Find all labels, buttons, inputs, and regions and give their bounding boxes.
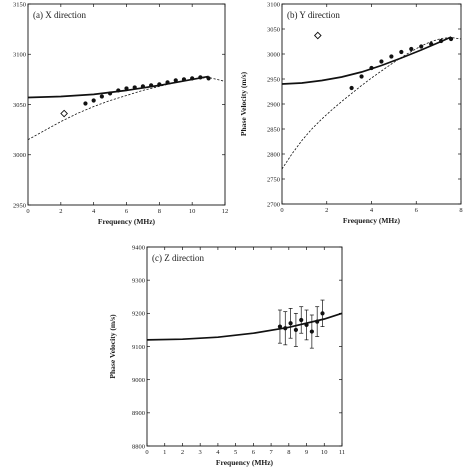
x-tick-label: 0 [280, 207, 283, 214]
x-tick-label: 4 [92, 208, 96, 215]
y-tick-label: 3050 [267, 26, 280, 33]
x-tick-label: 1 [163, 449, 166, 456]
y-tick-label: 3150 [13, 1, 26, 8]
x-tick-label: 5 [234, 449, 237, 456]
plot-frame [281, 3, 462, 205]
data-point [320, 311, 325, 316]
y-tick-label: 9000 [132, 377, 145, 384]
data-point [288, 321, 293, 326]
dashed-curve [27, 76, 226, 141]
fit-curve [27, 75, 209, 99]
y-tick-label: 9400 [132, 244, 145, 251]
x-tick-label: 11 [339, 449, 345, 456]
data-point [83, 101, 88, 106]
y-tick-label: 8900 [132, 410, 145, 417]
fit-curve [281, 36, 452, 85]
data-point [419, 44, 424, 49]
panel-y-direction: 0 2 4 6 8 2700 2750 2800 2850 2900 2950 3000 3050 310… [239, 1, 463, 225]
x-axis-title: Frequency (MHz) [343, 216, 401, 225]
y-tick-label: 2700 [267, 201, 280, 208]
plot-frame [146, 246, 343, 447]
x-tick-label: 12 [222, 208, 229, 215]
y-tick-label: 9300 [132, 277, 145, 284]
y-tick-label: 2800 [267, 151, 280, 158]
x-tick-label: 6 [415, 207, 419, 214]
x-axis-title: Frequency (MHz) [216, 458, 274, 467]
x-tick-label: 10 [321, 449, 328, 456]
x-tick-label: 0 [26, 208, 29, 215]
data-point [409, 46, 414, 52]
y-axis-title: Phase Velocity (m/s) [108, 314, 117, 379]
x-tick-label: 4 [216, 449, 220, 456]
fit-curve [146, 312, 343, 341]
x-tick-label: 3 [199, 449, 202, 456]
x-tick-label: 2 [325, 207, 328, 214]
panel-z-direction: 0 1 2 3 4 5 6 7 8 9 10 11 8800 8900 9000 9100 9200 9300 94… [108, 244, 345, 467]
y-tick-label: 3000 [267, 51, 280, 58]
data-point [99, 94, 104, 99]
data-point [389, 54, 394, 59]
data-point [293, 327, 299, 333]
diamond-point [313, 31, 322, 40]
y-tick-label: 3000 [13, 152, 26, 159]
y-tick-label: 2850 [267, 126, 280, 133]
x-tick-label: 4 [370, 207, 374, 214]
dashed-curve [281, 37, 462, 170]
data-point [349, 85, 354, 91]
x-tick-label: 2 [181, 449, 184, 456]
data-point [299, 317, 304, 323]
data-point [379, 59, 384, 64]
x-tick-label: 8 [287, 449, 290, 456]
x-tick-label: 7 [269, 449, 273, 456]
y-tick-label: 3100 [13, 52, 26, 59]
panel-title: (b) Y direction [287, 10, 340, 20]
data-point [399, 49, 404, 55]
panel-x-direction: 0 2 4 6 8 10 12 2950 3000 3050 3100 3150 (a) X direc… [13, 1, 228, 226]
plot-frame [27, 3, 226, 206]
y-tick-label: 9200 [132, 311, 145, 318]
y-tick-label: 9100 [132, 344, 145, 351]
data-point [309, 329, 314, 334]
x-tick-label: 0 [145, 449, 148, 456]
diamond-point [60, 109, 68, 118]
x-tick-label: 9 [305, 449, 308, 456]
panel-title: (c) Z direction [152, 253, 204, 263]
x-tick-label: 6 [252, 449, 256, 456]
y-tick-label: 2900 [267, 101, 280, 108]
x-tick-label: 6 [125, 208, 129, 215]
data-point [277, 324, 283, 329]
y-tick-label: 8800 [132, 443, 145, 450]
x-tick-label: 8 [459, 207, 462, 214]
x-tick-label: 10 [189, 208, 196, 215]
panel-title: (a) X direction [33, 10, 86, 20]
y-tick-label: 3050 [13, 102, 26, 109]
y-tick-label: 2950 [267, 76, 280, 83]
x-tick-label: 8 [158, 208, 161, 215]
y-tick-label: 2950 [13, 202, 26, 209]
data-point [359, 74, 364, 79]
y-axis-title: Phase Velocity (m/s) [239, 71, 248, 136]
data-point [91, 98, 96, 103]
y-tick-label: 3100 [267, 1, 280, 8]
y-tick-label: 2750 [267, 176, 280, 183]
x-axis-title: Frequency (MHz) [98, 217, 156, 226]
x-tick-label: 2 [59, 208, 62, 215]
